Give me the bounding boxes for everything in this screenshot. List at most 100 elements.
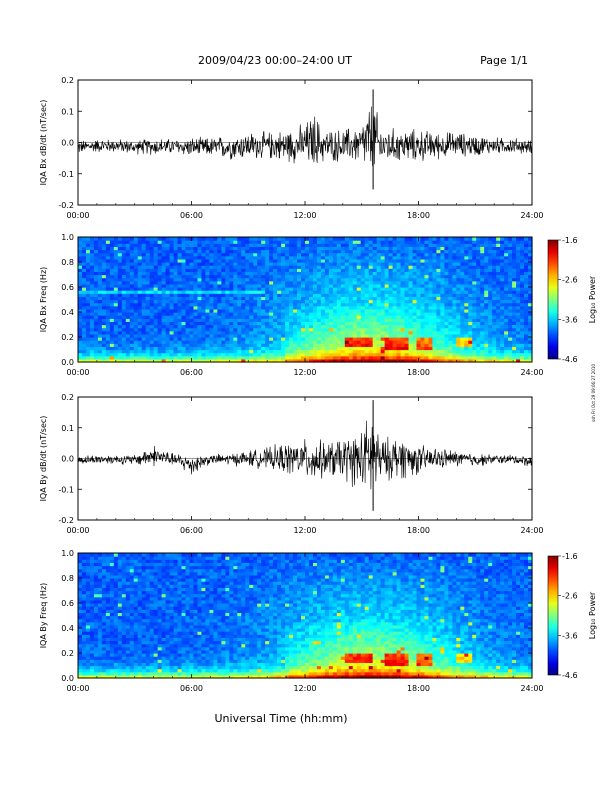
spectrogram-cell	[177, 333, 183, 338]
spectrogram-cell	[149, 277, 155, 282]
spectrogram-cell	[133, 343, 139, 347]
spectrogram-cell	[121, 262, 127, 266]
spectrogram-cell	[392, 237, 398, 241]
spectrogram-cell	[81, 258, 87, 263]
spectrogram-cell	[129, 255, 135, 260]
spectrogram-cell	[185, 246, 191, 251]
spectrogram-cell	[89, 337, 95, 341]
spectrogram-cell	[141, 255, 147, 260]
spectrogram-cell	[169, 318, 175, 322]
spectrogram-cell	[169, 249, 175, 254]
spectrogram-cell	[78, 305, 83, 310]
x-tick-label: 00:00	[66, 211, 89, 220]
spectrogram-cell	[133, 280, 139, 285]
y-axis-label: IQA Bx dB/dt (nT/sec)	[39, 100, 48, 186]
spectrogram-cell	[153, 255, 159, 260]
spectrogram-cell	[121, 337, 127, 341]
spectrogram-cell	[181, 271, 187, 276]
spectrogram-cell	[141, 330, 147, 335]
spectrogram-cell	[157, 299, 163, 304]
spectrogram-cell	[165, 290, 171, 294]
spectrogram-cell	[157, 290, 163, 294]
spectrogram-cell	[121, 305, 127, 310]
spectrogram-cell	[141, 324, 147, 329]
spectrogram-cell	[165, 268, 171, 272]
spectrogram-cell	[125, 271, 131, 276]
spectrogram-cell	[121, 346, 127, 351]
spectrogram-cell	[93, 337, 99, 341]
spectrogram-cell	[133, 337, 139, 341]
spectrogram-cell	[181, 315, 187, 319]
spectrogram-cell	[173, 315, 179, 319]
spectrogram-cell	[97, 312, 103, 316]
spectrogram-cell	[133, 277, 139, 282]
spectrogram-cell	[85, 280, 91, 285]
spectrogram-cell	[169, 271, 175, 276]
spectrogram-cell	[165, 299, 171, 304]
spectrogram-cell	[141, 262, 147, 266]
spectrogram-cell	[101, 283, 107, 288]
spectrogram-cell	[169, 324, 175, 329]
spectrogram-cell	[125, 268, 131, 272]
spectrogram-cell	[185, 258, 191, 263]
spectrogram-cell	[177, 312, 183, 316]
spectrogram-cell	[249, 237, 254, 241]
spectrogram-cell	[177, 293, 183, 297]
spectrogram-cell	[113, 299, 119, 304]
spectrogram-cell	[117, 333, 123, 338]
spectrogram-cell	[169, 355, 175, 360]
spectrogram-cell	[177, 246, 183, 251]
spectrogram-cell	[460, 237, 465, 241]
spectrogram-cell	[177, 240, 183, 244]
spectrogram-cell	[157, 327, 163, 332]
spectrogram-cell	[101, 337, 107, 341]
spectrogram-cell	[105, 312, 111, 316]
spectrogram-cell	[89, 358, 95, 363]
spectrogram-cell	[141, 290, 147, 294]
spectrogram-cell	[181, 324, 187, 329]
spectrogram-cell	[157, 237, 163, 241]
spectrogram-cell	[121, 330, 127, 335]
spectrogram-cell	[165, 308, 171, 313]
spectrogram-cell	[153, 346, 159, 351]
spectrogram-cell	[173, 318, 179, 322]
spectrogram-cell	[137, 296, 143, 301]
spectrogram-cell	[524, 237, 529, 241]
x-tick-label: 12:00	[293, 368, 316, 377]
spectrogram-cell	[153, 308, 159, 313]
spectrogram-cell	[173, 352, 179, 357]
spectrogram-cell	[93, 312, 99, 316]
spectrogram-cell	[173, 333, 179, 338]
figure-title: 2009/04/23 00:00–24:00 UT	[198, 54, 352, 67]
spectrogram-cell	[161, 321, 167, 326]
spectrogram-cell	[78, 243, 83, 247]
spectrogram-cell	[117, 277, 123, 282]
spectrogram-cell	[109, 249, 115, 254]
spectrogram-cell	[137, 246, 143, 251]
spectrogram-cell	[173, 321, 179, 326]
spectrogram-cell	[173, 299, 179, 304]
spectrogram-cell	[97, 337, 103, 341]
spectrogram-cell	[153, 249, 159, 254]
spectrogram-cell	[121, 296, 127, 301]
spectrogram-cell	[81, 243, 87, 247]
spectrogram-cell	[78, 290, 83, 294]
spectrogram-cell	[137, 274, 143, 279]
spectrogram-cell	[78, 246, 83, 251]
spectrogram-cell	[141, 287, 147, 291]
spectrogram-cell	[145, 249, 151, 254]
spectrogram-cell	[133, 290, 139, 294]
spectrogram-cell	[117, 299, 123, 304]
spectrogram-cell	[125, 358, 131, 363]
spectrogram-cell	[133, 302, 139, 307]
spectrogram-cell	[137, 252, 143, 257]
spectrogram-cell	[141, 358, 147, 363]
spectrogram-cell	[85, 296, 91, 301]
spectrogram-cell	[157, 252, 163, 257]
spectrogram-cell	[113, 349, 119, 354]
spectrogram-cell	[177, 315, 183, 319]
spectrogram-cell	[173, 268, 179, 272]
spectrogram-cell	[101, 237, 107, 241]
spectrogram-cell	[145, 237, 151, 241]
spectrogram-cell	[277, 237, 282, 241]
